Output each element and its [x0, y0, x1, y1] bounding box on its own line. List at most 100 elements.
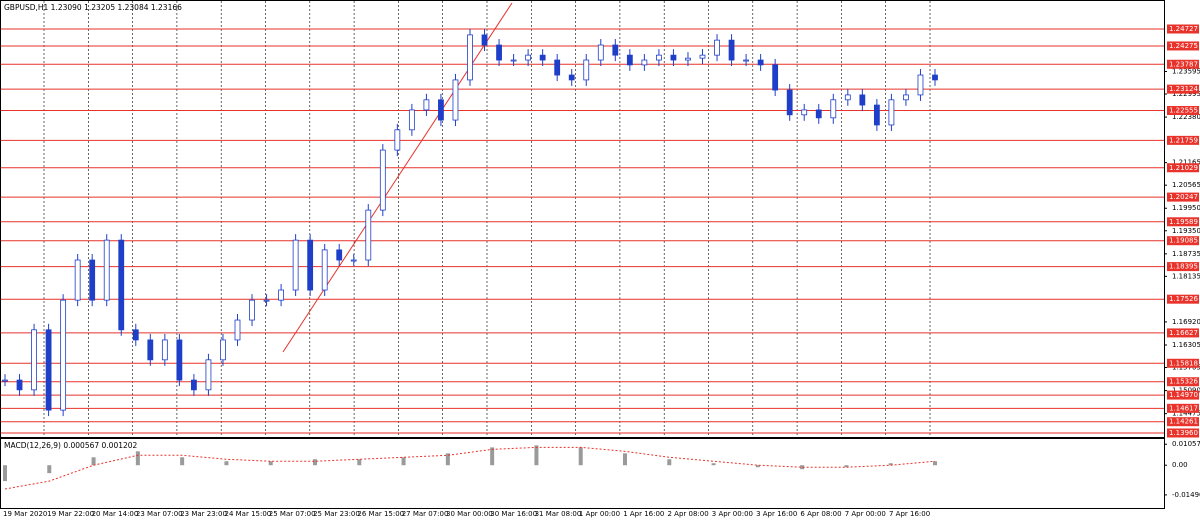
candle — [379, 149, 386, 211]
x-tick-label: 26 Mar 15:00 — [357, 510, 404, 518]
macd-bar — [623, 453, 627, 466]
level-label: 1.20247 — [1169, 193, 1198, 201]
candle — [801, 109, 808, 116]
candle — [859, 94, 866, 106]
candle — [74, 259, 81, 301]
candle — [292, 239, 299, 291]
candle — [699, 54, 706, 59]
candle — [452, 79, 459, 121]
level-label-box — [1167, 358, 1199, 368]
candle — [568, 74, 575, 81]
candle — [350, 259, 357, 262]
macd-title: MACD(12,26,9) 0.000567 0.001202 — [4, 441, 138, 450]
macd-bar — [578, 447, 583, 466]
level-label-box — [1167, 428, 1199, 438]
macd-bar — [933, 461, 937, 466]
candle — [917, 74, 924, 96]
candle — [2, 379, 8, 382]
trend-line — [282, 2, 513, 353]
level-label-box — [1167, 59, 1199, 69]
candle — [234, 319, 241, 341]
candle — [510, 59, 517, 62]
level-label: 1.21759 — [1169, 136, 1198, 144]
candle — [161, 339, 168, 361]
macd-bar — [3, 465, 7, 482]
level-label-box — [1167, 377, 1199, 387]
level-label-box — [1167, 390, 1199, 400]
x-tick-label: 24 Mar 15:00 — [225, 510, 272, 518]
x-tick-label: 7 Apr 00:00 — [845, 510, 886, 518]
level-label: 1.23787 — [1169, 60, 1198, 68]
candle — [263, 299, 270, 302]
candle — [16, 379, 23, 391]
candle — [191, 379, 197, 391]
level-label-box — [1167, 294, 1199, 304]
candle — [132, 329, 139, 341]
y-tick-label: 1.22380 — [1172, 113, 1200, 121]
macd-bar — [711, 463, 716, 466]
x-tick-label: 23 Mar 23:00 — [180, 510, 227, 518]
y-tick-label: 1.15090 — [1172, 387, 1200, 395]
level-label: 1.19085 — [1169, 237, 1198, 245]
level-label: 1.23124 — [1169, 85, 1198, 93]
macd-bar — [224, 461, 229, 466]
level-label-box — [1167, 417, 1199, 427]
y-tick-label: 1.19350 — [1172, 227, 1200, 235]
y-tick-label: 1.18135 — [1172, 272, 1200, 280]
macd-y-tick-label: 0.010575 — [1172, 440, 1200, 448]
macd-bar — [268, 461, 273, 466]
macd-bar — [180, 457, 185, 466]
level-label-box — [1167, 41, 1199, 51]
candle — [89, 259, 96, 301]
candle — [423, 99, 430, 111]
candle — [743, 59, 749, 62]
level-label: 1.22555 — [1169, 106, 1198, 114]
chart-title: GBPUSD,H1 1.23090 1.23205 1.23084 1.2316… — [4, 3, 182, 12]
level-label: 1.14261 — [1169, 418, 1198, 426]
macd-bar — [91, 457, 96, 466]
x-tick-label: 30 Mar 16:00 — [490, 510, 537, 518]
candle — [728, 39, 735, 61]
candle — [932, 74, 938, 81]
macd-y-tick-label: -0.014963 — [1172, 491, 1200, 499]
x-tick-label: 31 Mar 08:00 — [535, 510, 582, 518]
x-tick-label: 3 Apr 00:00 — [712, 510, 753, 518]
x-tick-label: 20 Mar 14:00 — [92, 510, 139, 518]
level-label: 1.24275 — [1169, 42, 1198, 50]
main-panel-frame — [0, 0, 1165, 438]
candle — [336, 249, 343, 261]
x-tick-label: 19 Mar 2020 — [3, 510, 47, 518]
macd-bar — [47, 465, 52, 474]
x-tick-label: 19 Mar 22:00 — [47, 510, 94, 518]
x-tick-label: 25 Mar 23:00 — [313, 510, 360, 518]
candle — [612, 44, 619, 56]
candle — [176, 339, 183, 381]
x-tick-label: 7 Apr 16:00 — [889, 510, 930, 518]
candle — [786, 89, 793, 116]
level-label-box — [1167, 217, 1199, 227]
candle — [467, 34, 473, 81]
x-tick-label: 3 Apr 16:00 — [756, 510, 797, 518]
candle — [481, 34, 488, 46]
candle — [815, 109, 822, 119]
macd-bar — [357, 459, 362, 466]
macd-bar — [755, 465, 760, 468]
macd-bar — [490, 447, 495, 466]
x-tick-label: 27 Mar 07:00 — [402, 510, 449, 518]
y-tick-label: 1.16920 — [1172, 318, 1200, 326]
candle — [220, 339, 226, 361]
macd-bar — [401, 457, 406, 466]
candle — [641, 59, 648, 66]
candle — [772, 64, 779, 91]
candle — [873, 104, 880, 126]
macd-bar — [445, 453, 450, 466]
level-label-box — [1167, 262, 1199, 272]
y-tick-label: 1.14475 — [1172, 410, 1200, 418]
candle — [525, 54, 532, 61]
macd-bar — [313, 459, 317, 466]
candle — [757, 59, 764, 66]
candle — [205, 359, 212, 391]
x-tick-label: 1 Apr 00:00 — [579, 510, 620, 518]
candle — [656, 54, 662, 61]
